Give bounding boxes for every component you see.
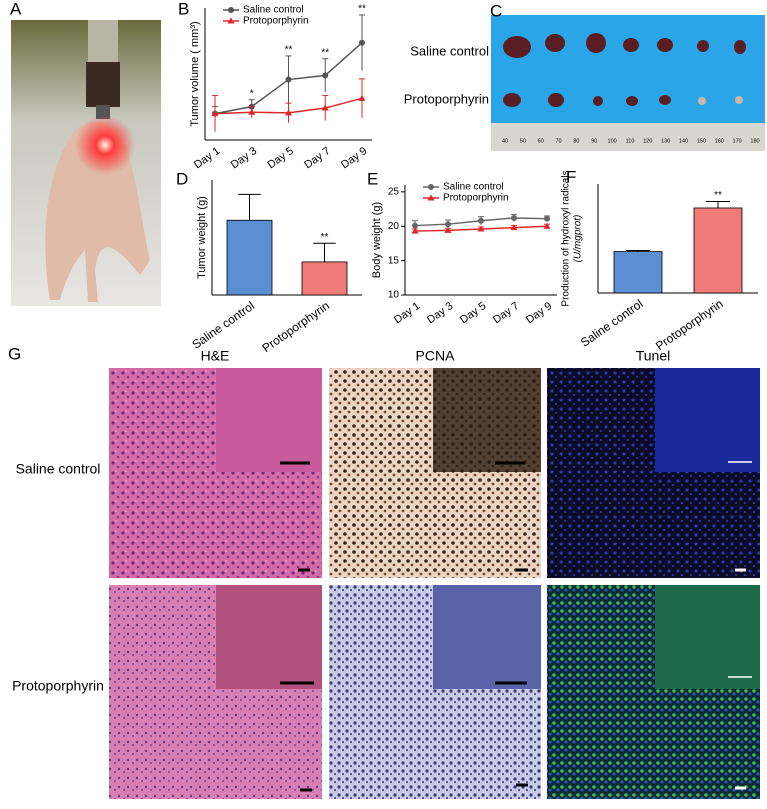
x-tick-label: Day 7: [491, 300, 521, 326]
marker: [285, 109, 292, 116]
row-label: Protoporphyrin: [12, 678, 104, 694]
bar: [301, 261, 348, 296]
x-tick-label: Day 9: [339, 145, 369, 171]
marker: [543, 222, 551, 229]
x-tick-label: Saline control: [578, 297, 646, 350]
marker: [285, 76, 292, 83]
marker: [510, 224, 518, 231]
panel-label: C: [490, 1, 502, 20]
y-axis-label: (U/mgprot): [573, 215, 584, 263]
marker: [511, 215, 517, 221]
ruler-label: 110: [626, 138, 635, 144]
legend-marker: [427, 194, 435, 201]
panel-label: E: [367, 169, 378, 188]
marker: [322, 72, 329, 79]
significance: **: [321, 232, 329, 243]
y-tick-label: 20: [388, 221, 400, 232]
marker: [358, 94, 366, 101]
marker: [477, 225, 485, 232]
legend-marker: [228, 7, 234, 13]
x-tick-label: Protoporphyrin: [653, 297, 726, 354]
column-label: Tunel: [636, 348, 671, 364]
x-tick-label: Day 5: [458, 300, 488, 326]
ruler-label: 100: [608, 138, 617, 144]
ruler-label: 130: [661, 138, 670, 144]
ruler-label: 50: [520, 138, 526, 144]
bar: [226, 219, 273, 296]
y-axis-label: Body weight (g): [371, 202, 383, 278]
ruler-label: 180: [750, 138, 759, 144]
y-axis-label: Production of hydroxyl radicals: [561, 170, 572, 306]
significance: *: [250, 88, 254, 99]
panel-label: A: [10, 0, 22, 18]
marker: [478, 217, 484, 224]
bar: [613, 251, 663, 294]
ruler-label: 140: [679, 138, 688, 144]
legend-marker: [428, 184, 434, 190]
row-label: Saline control: [16, 461, 101, 477]
marker: [359, 39, 365, 46]
ruler-label: 70: [556, 138, 562, 144]
significance: **: [358, 4, 366, 15]
ruler-label: 150: [697, 138, 706, 144]
y-axis-label: Tumor volume ( mm³): [189, 21, 201, 126]
ruler-label: 120: [643, 138, 652, 144]
x-tick-label: Day 3: [425, 300, 455, 326]
significance: **: [285, 45, 293, 56]
legend-marker: [227, 17, 235, 24]
legend-label: Protoporphyrin: [243, 16, 309, 27]
legend-label: Saline control: [243, 5, 304, 16]
column-label: H&E: [201, 348, 230, 364]
x-tick-label: Day 3: [229, 145, 259, 171]
column-label: PCNA: [416, 348, 456, 364]
ruler-label: 80: [573, 138, 579, 144]
y-tick-label: 15: [388, 255, 400, 266]
x-tick-label: Day 7: [302, 145, 332, 171]
x-tick-label: Protoporphyrin: [260, 299, 333, 356]
ruler-label: 90: [591, 138, 597, 144]
x-tick-label: Day 1: [192, 145, 222, 171]
marker: [211, 110, 219, 117]
histology-images: [109, 368, 760, 799]
significance: **: [714, 190, 722, 201]
marker: [544, 215, 550, 222]
bar: [693, 207, 743, 294]
x-tick-label: Day 9: [524, 300, 554, 326]
significance: **: [321, 47, 329, 58]
marker: [444, 226, 452, 233]
y-tick-label: 25: [388, 187, 400, 198]
x-tick-label: Saline control: [189, 299, 257, 352]
legend-label: Saline control: [443, 182, 504, 193]
panel-label: G: [8, 344, 21, 363]
marker: [445, 221, 451, 228]
marker: [412, 222, 418, 229]
row-label: Protoporphyrin: [404, 91, 489, 106]
x-tick-label: Day 5: [265, 145, 295, 171]
marker: [321, 104, 329, 111]
ruler-label: 160: [715, 138, 724, 144]
marker: [411, 227, 419, 234]
y-tick-label: 10: [388, 290, 400, 301]
photo-a: [11, 20, 161, 306]
ruler-label: 60: [538, 138, 544, 144]
marker: [248, 108, 256, 115]
ruler-label: 170: [733, 138, 742, 144]
photo-c: [491, 15, 765, 151]
panel-label: F: [566, 167, 576, 186]
legend-label: Protoporphyrin: [443, 193, 509, 204]
x-tick-label: Day 1: [392, 300, 422, 326]
row-label: Saline control: [410, 43, 489, 58]
ruler-label: 40: [502, 138, 508, 144]
y-axis-label: Tumor weight (g): [196, 196, 208, 279]
panel-label: B: [178, 0, 189, 18]
panel-label: D: [176, 169, 188, 188]
